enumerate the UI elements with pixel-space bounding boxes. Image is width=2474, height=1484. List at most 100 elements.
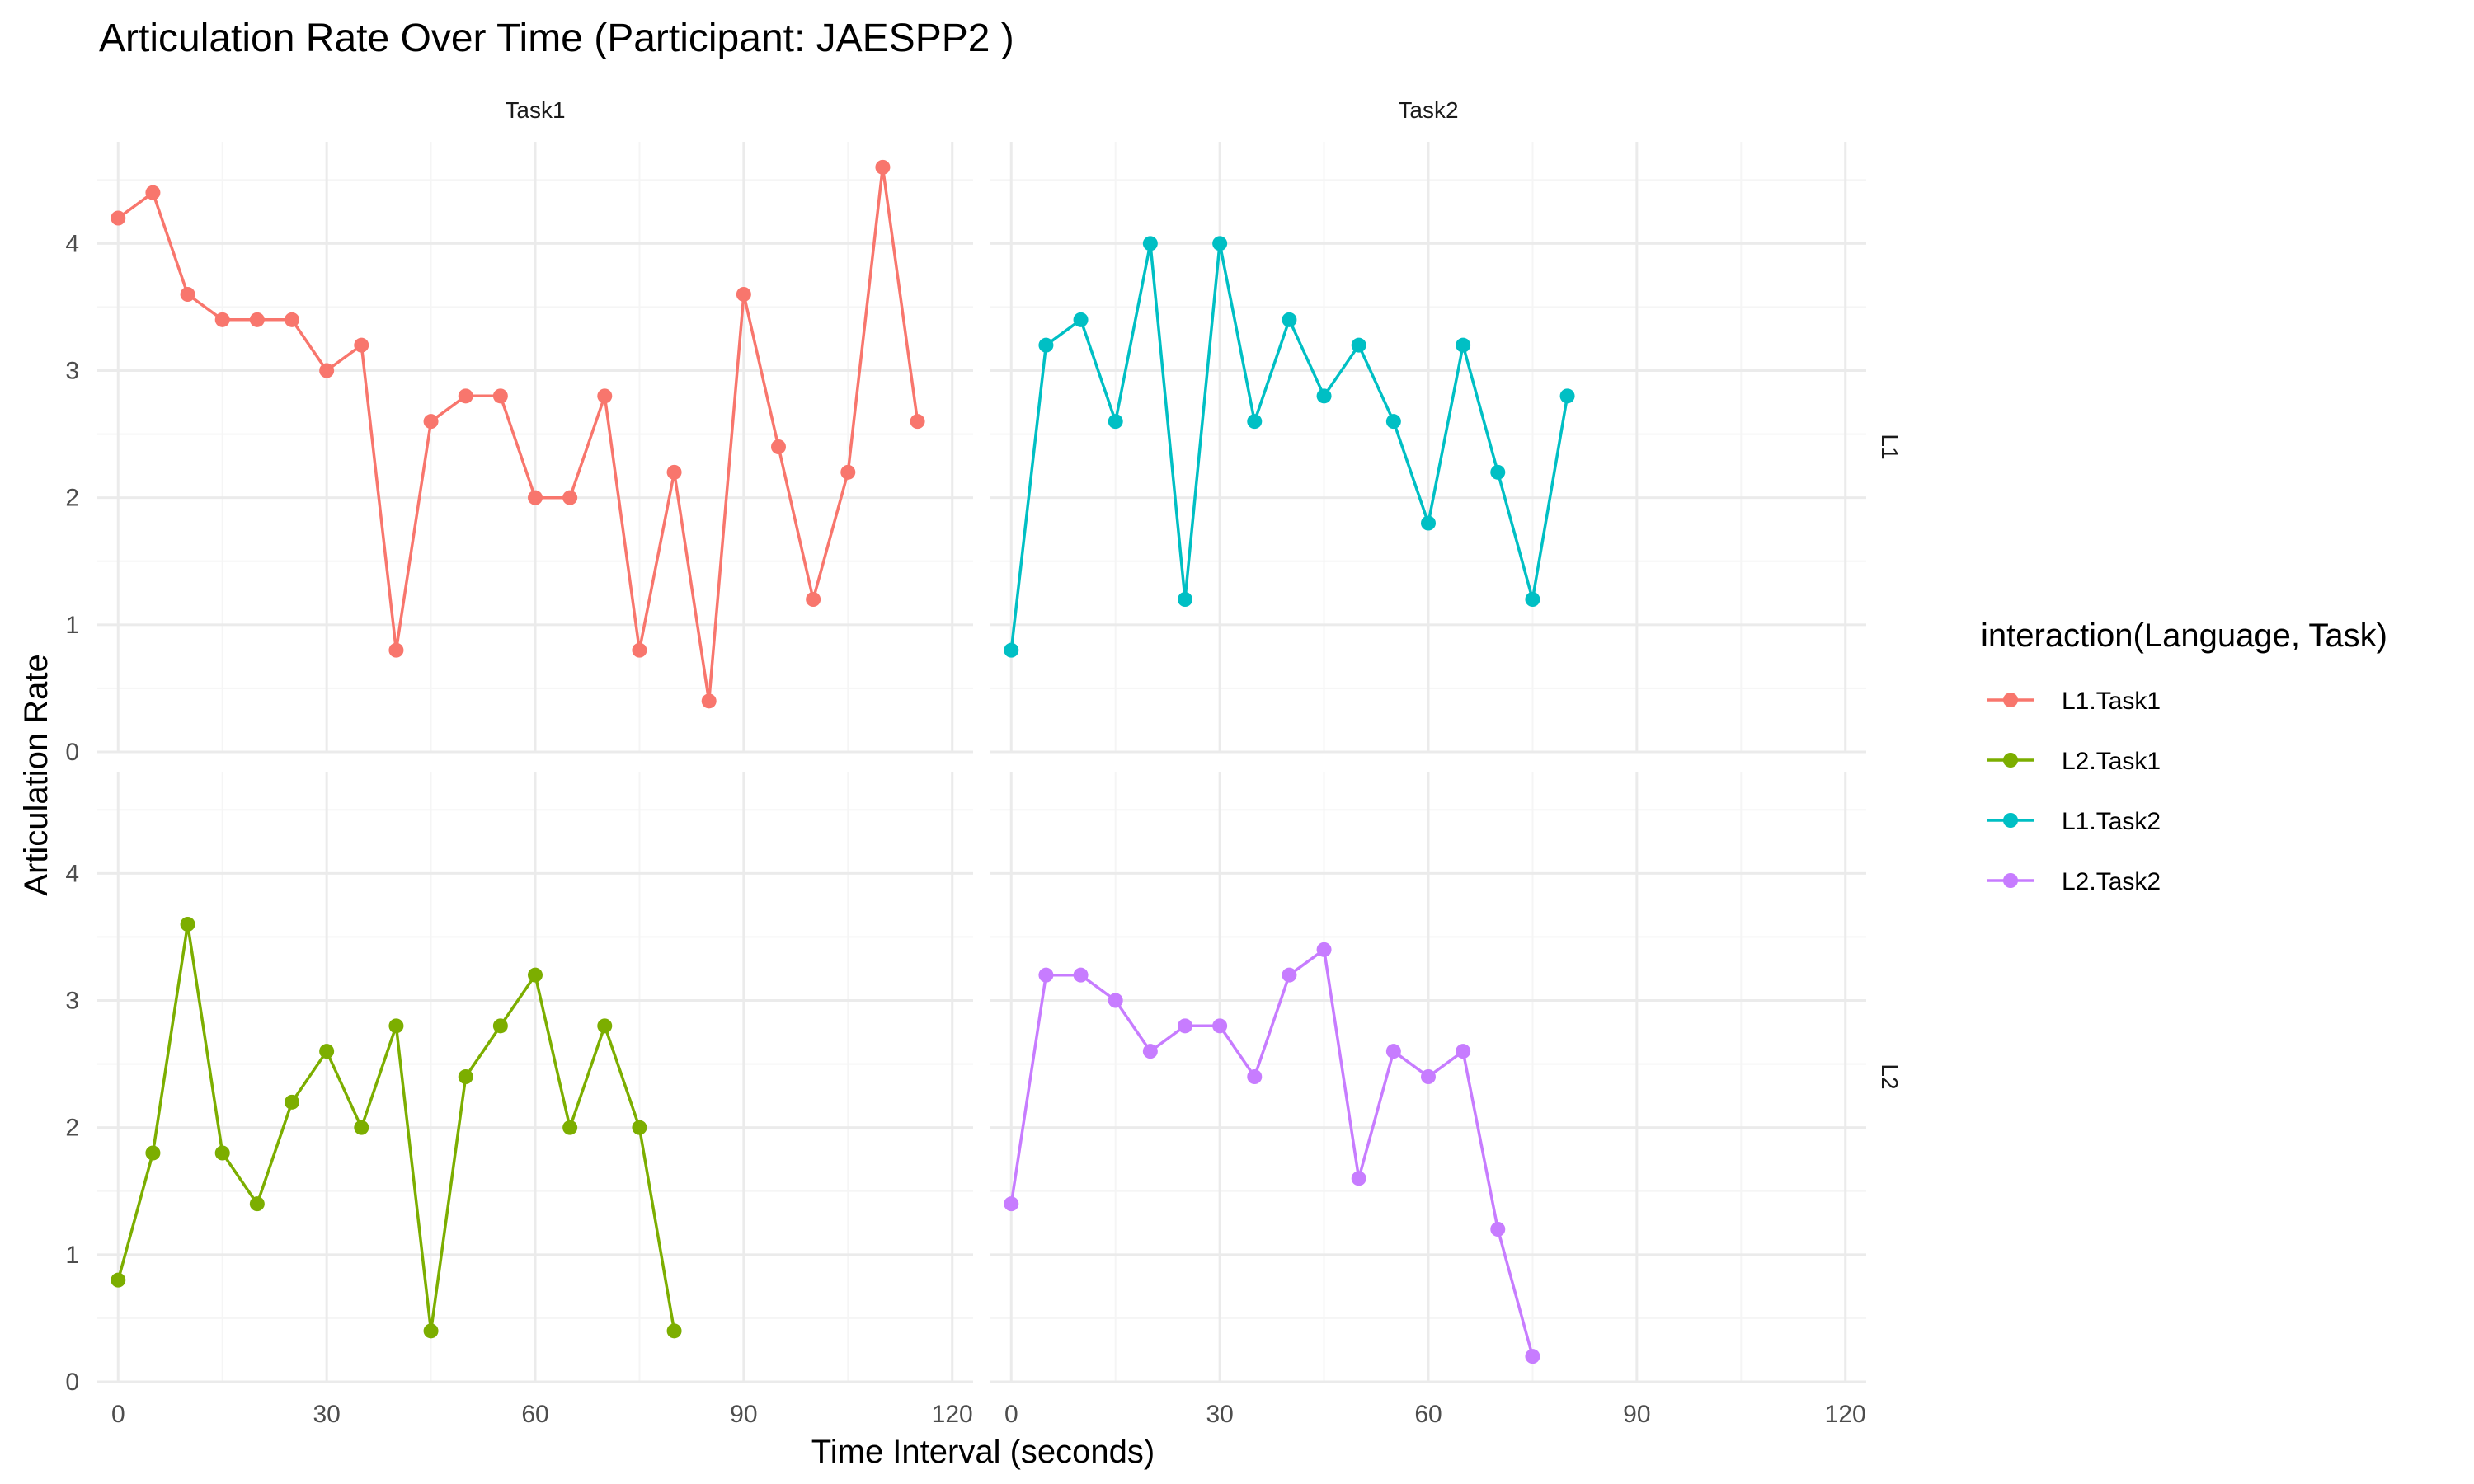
data-point xyxy=(492,1018,508,1034)
data-point xyxy=(285,1094,299,1110)
data-point xyxy=(910,414,925,430)
data-point xyxy=(528,967,543,983)
legend-label: L2.Task1 xyxy=(2062,748,2161,775)
panels: Task1 Task2 L1 L2 0 1 2 3 4 0 1 2 3 4 0 30 60 90 120 0 30 60 9… xyxy=(65,97,1903,1428)
y-tick-label: 1 xyxy=(65,612,79,639)
data-point xyxy=(1212,236,1228,251)
data-point xyxy=(597,388,613,404)
x-tick-label: 0 xyxy=(111,1401,125,1428)
data-point xyxy=(111,210,126,226)
legend-label: L1.Task2 xyxy=(2062,808,2161,835)
strip-label-task1: Task1 xyxy=(505,97,565,123)
data-point xyxy=(354,337,369,353)
legend-title: interaction(Language, Task) xyxy=(1981,618,2387,654)
panel-l1-task1 xyxy=(97,142,973,754)
data-point xyxy=(1351,1171,1366,1186)
x-tick-label: 30 xyxy=(1206,1401,1233,1428)
x-tick-label: 90 xyxy=(730,1401,757,1428)
data-point xyxy=(528,490,543,505)
strip-label-task2: Task2 xyxy=(1398,97,1458,123)
y-tick-label: 4 xyxy=(65,230,79,257)
data-point xyxy=(1108,993,1123,1008)
data-point xyxy=(319,363,335,378)
legend-entry-l2-task1: L2.Task1 xyxy=(1987,748,2161,775)
y-tick-label: 0 xyxy=(65,739,79,766)
data-point xyxy=(806,592,821,607)
data-point xyxy=(1385,1044,1401,1059)
panel-l2-task2 xyxy=(990,772,1866,1383)
data-point xyxy=(423,414,439,430)
data-point xyxy=(214,1145,230,1161)
x-tick-label: 120 xyxy=(1825,1401,1866,1428)
chart-title: Articulation Rate Over Time (Participant… xyxy=(99,16,1014,60)
data-point xyxy=(1282,312,1297,327)
y-axis-title: Articulation Rate xyxy=(18,654,54,895)
legend-key-point xyxy=(2003,693,2018,707)
data-point xyxy=(701,693,717,709)
data-point xyxy=(1525,1349,1540,1364)
data-point xyxy=(180,287,195,302)
data-point xyxy=(1178,1018,1192,1034)
data-point xyxy=(1178,592,1192,607)
legend-key-point xyxy=(2003,753,2018,768)
panel-l1-task2 xyxy=(990,142,1866,754)
y-tick-label: 4 xyxy=(65,860,79,887)
x-tick-label: 90 xyxy=(1623,1401,1650,1428)
data-point xyxy=(145,1145,161,1161)
data-point xyxy=(1351,337,1366,353)
legend-label: L1.Task1 xyxy=(2062,688,2161,715)
data-point xyxy=(597,1018,613,1034)
data-point xyxy=(1421,1069,1436,1084)
data-point xyxy=(1212,1018,1228,1034)
legend: interaction(Language, Task) L1.Task1 L2.T… xyxy=(1981,618,2387,895)
data-point xyxy=(632,1120,647,1135)
data-point xyxy=(1456,1044,1471,1059)
x-tick-label: 60 xyxy=(1414,1401,1442,1428)
data-point xyxy=(1490,464,1506,480)
data-point xyxy=(214,312,230,327)
data-point xyxy=(1038,337,1054,353)
data-point xyxy=(1004,642,1019,658)
data-point xyxy=(145,185,161,200)
data-point xyxy=(1038,967,1054,983)
data-point xyxy=(319,1044,335,1059)
data-point xyxy=(1525,592,1540,607)
series-line xyxy=(1009,242,1569,650)
data-point xyxy=(562,490,578,505)
y-tick-label: 2 xyxy=(65,1115,79,1142)
y-tick-label: 0 xyxy=(65,1369,79,1396)
data-point xyxy=(1316,388,1332,404)
data-point xyxy=(1142,236,1158,251)
data-point xyxy=(249,1196,265,1212)
data-point xyxy=(1004,1196,1019,1212)
data-point xyxy=(666,1323,682,1339)
legend-entry-l1-task1: L1.Task1 xyxy=(1987,688,2161,715)
data-point xyxy=(1282,967,1297,983)
data-point xyxy=(1456,337,1471,353)
data-point xyxy=(180,917,195,932)
data-point xyxy=(666,464,682,480)
series-line xyxy=(1009,948,1535,1357)
data-point xyxy=(1421,515,1436,531)
legend-entry-l1-task2: L1.Task2 xyxy=(1987,808,2161,835)
data-point xyxy=(285,312,299,327)
panel-l2-task1 xyxy=(97,772,973,1383)
strip-label-l2: L2 xyxy=(1877,1064,1903,1089)
data-point xyxy=(423,1323,439,1339)
series-l1-task2 xyxy=(1004,236,1575,658)
y-tick-label: 2 xyxy=(65,485,79,512)
data-point xyxy=(1490,1222,1506,1237)
data-point xyxy=(111,1272,126,1288)
data-point xyxy=(875,159,891,175)
data-point xyxy=(1142,1044,1158,1059)
data-point xyxy=(1247,1069,1263,1084)
data-point xyxy=(458,388,473,404)
data-point xyxy=(562,1120,578,1135)
x-tick-label: 60 xyxy=(521,1401,548,1428)
data-point xyxy=(1559,388,1575,404)
data-point xyxy=(771,439,786,454)
data-point xyxy=(492,388,508,404)
data-point xyxy=(388,642,404,658)
data-point xyxy=(840,464,856,480)
y-tick-label: 3 xyxy=(65,988,79,1015)
